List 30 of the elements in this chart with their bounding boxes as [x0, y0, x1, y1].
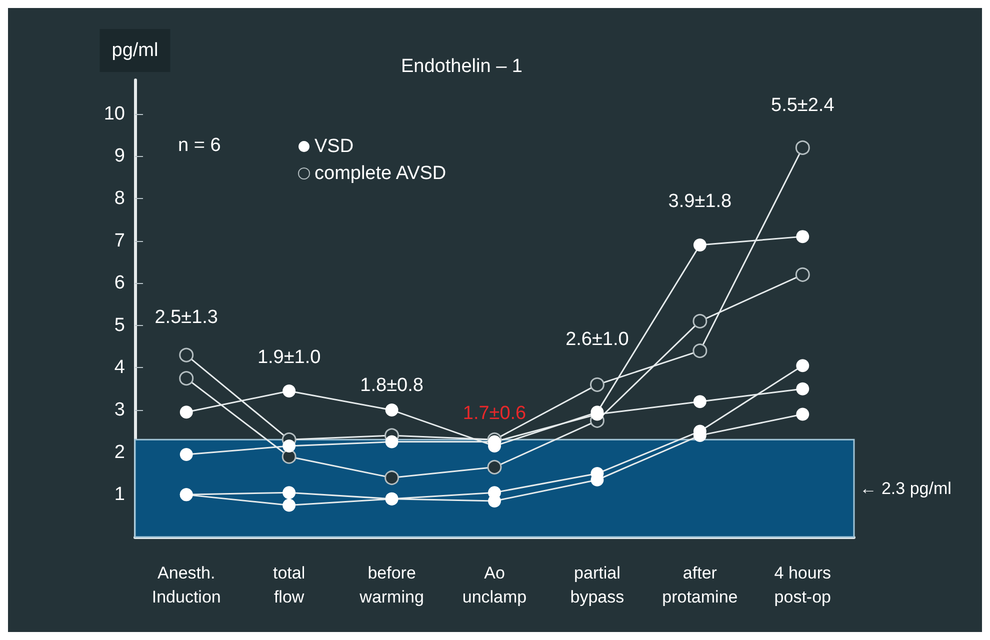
annotation: 2.6±1.0	[566, 329, 629, 350]
annotation: n = 6	[178, 135, 221, 156]
y-tick-label: 6	[114, 272, 125, 294]
annotation: 3.9±1.8	[668, 191, 732, 212]
x-tick-label: partial bypass	[570, 564, 624, 606]
y-tick-label: 9	[114, 146, 125, 167]
annotation: 2.5±1.3	[154, 307, 218, 328]
y-tick-label: 5	[114, 314, 125, 336]
y-tick-label: 4	[114, 357, 126, 378]
x-tick-label: after protamine	[662, 564, 738, 606]
chart-title: Endothelin – 1	[401, 56, 522, 77]
x-tick-label: total flow	[273, 564, 306, 606]
legend-label: complete AVSD	[314, 163, 446, 184]
y-tick-label: 1	[114, 484, 125, 506]
y-axis-title: pg/ml	[112, 40, 158, 61]
x-tick-label: Ao unclamp	[462, 564, 527, 606]
y-tick-label: 10	[104, 103, 125, 124]
x-tick-label: 4 hours post-op	[774, 564, 831, 606]
x-tick-label: Anesth. Induction	[152, 564, 221, 606]
x-tick-label: before warming	[358, 564, 424, 606]
legend-label: VSD	[314, 136, 354, 157]
band-label: ← 2.3 pg/ml	[860, 478, 952, 498]
annotation: 1.8±0.8	[360, 375, 424, 396]
y-tick-label: 8	[114, 188, 125, 209]
y-tick-label: 2	[114, 442, 125, 463]
y-tick-label: 3	[114, 400, 125, 421]
annotation: 5.5±2.4	[771, 95, 835, 116]
y-tick-label: 7	[114, 230, 125, 252]
annotation: 1.7±0.6	[462, 403, 526, 424]
annotation: 1.9±1.0	[257, 347, 321, 368]
